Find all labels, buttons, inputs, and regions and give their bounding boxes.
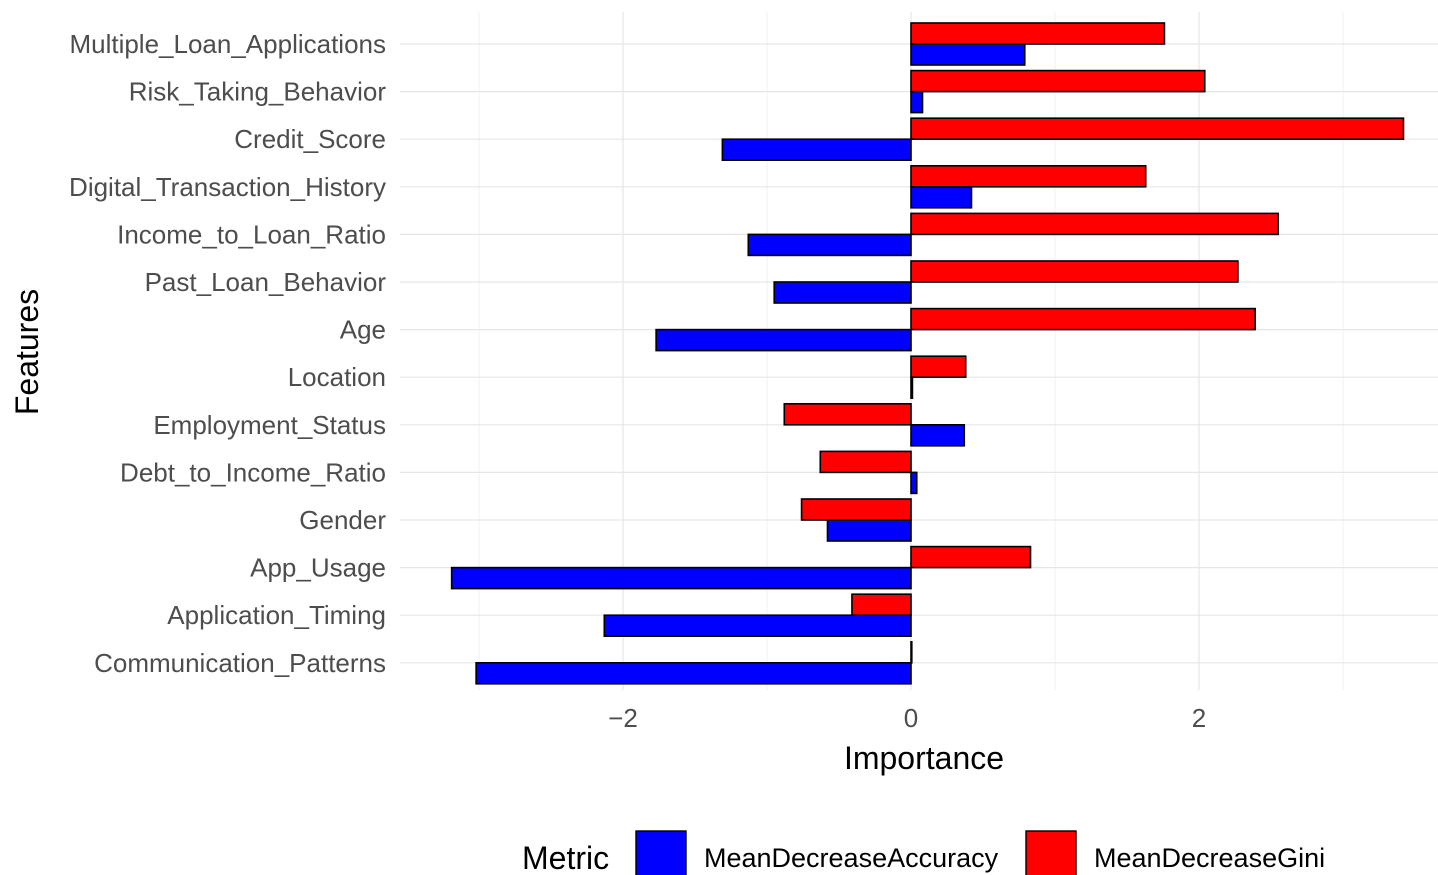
bar-MeanDecreaseGini-Risk_Taking_Behavior	[910, 69, 1206, 93]
bar-MeanDecreaseAccuracy-Multiple_Loan_Applications	[910, 43, 1026, 66]
x-axis-title: Importance	[844, 740, 1004, 776]
y-tick-label: Age	[340, 315, 386, 345]
bar-MeanDecreaseAccuracy-Communication_Patterns	[475, 661, 912, 685]
bar-MeanDecreaseGini-Multiple_Loan_Applications	[910, 22, 1166, 45]
y-tick-label: Location	[288, 362, 386, 392]
legend-label-MeanDecreaseAccuracy: MeanDecreaseAccuracy	[704, 843, 999, 873]
x-tick-label: 0	[904, 703, 918, 733]
bar-MeanDecreaseAccuracy-Employment_Status	[910, 423, 966, 447]
bar-MeanDecreaseGini-App_Usage	[910, 545, 1032, 569]
y-tick-label: Application_Timing	[167, 600, 386, 630]
bar-MeanDecreaseGini-Communication_Patterns	[910, 640, 913, 664]
y-tick-label: Debt_to_Income_Ratio	[120, 457, 386, 487]
bar-MeanDecreaseGini-Digital_Transaction_History	[910, 165, 1147, 188]
y-tick-label: Gender	[299, 505, 386, 535]
y-tick-labels: Multiple_Loan_Applications Risk_Taking_Be…	[69, 29, 386, 678]
bar-MeanDecreaseGini-Debt_to_Income_Ratio	[819, 450, 912, 474]
legend-label-MeanDecreaseGini: MeanDecreaseGini	[1094, 843, 1325, 873]
bar-MeanDecreaseAccuracy-Debt_to_Income_Ratio	[910, 471, 918, 495]
bar-MeanDecreaseGini-Employment_Status	[783, 402, 912, 426]
bar-MeanDecreaseAccuracy-Application_Timing	[603, 614, 912, 638]
legend: Metric MeanDecreaseAccuracy MeanDecreaseG…	[522, 830, 1325, 875]
bar-MeanDecreaseAccuracy-App_Usage	[450, 566, 912, 590]
bar-MeanDecreaseGini-Past_Loan_Behavior	[910, 260, 1239, 283]
bar-MeanDecreaseGini-Income_to_Loan_Ratio	[910, 212, 1280, 236]
bar-MeanDecreaseAccuracy-Credit_Score	[721, 138, 912, 161]
bar-MeanDecreaseAccuracy-Income_to_Loan_Ratio	[747, 233, 912, 257]
y-tick-label: Past_Loan_Behavior	[145, 267, 387, 297]
y-tick-label: Communication_Patterns	[94, 648, 386, 678]
y-tick-label: Risk_Taking_Behavior	[129, 77, 387, 107]
legend-title: Metric	[522, 840, 609, 875]
y-tick-label: Income_to_Loan_Ratio	[117, 219, 386, 249]
bar-MeanDecreaseGini-Age	[910, 307, 1256, 331]
bar-MeanDecreaseAccuracy-Age	[655, 328, 912, 352]
y-tick-label: Credit_Score	[234, 124, 386, 154]
x-tick-label: −2	[608, 703, 638, 733]
x-tick-labels: −2 0 2	[608, 703, 1206, 733]
y-tick-label: App_Usage	[250, 553, 386, 583]
bar-MeanDecreaseAccuracy-Past_Loan_Behavior	[773, 281, 912, 304]
y-tick-label: Digital_Transaction_History	[69, 172, 386, 202]
bar-MeanDecreaseGini-Location	[910, 355, 967, 379]
bars	[450, 22, 1405, 685]
legend-key-MeanDecreaseAccuracy	[635, 830, 687, 875]
bar-MeanDecreaseAccuracy-Digital_Transaction_History	[910, 186, 973, 209]
legend-key-MeanDecreaseGini	[1025, 830, 1077, 875]
x-tick-label: 2	[1192, 703, 1206, 733]
bar-MeanDecreaseAccuracy-Location	[910, 376, 914, 400]
bar-MeanDecreaseAccuracy-Risk_Taking_Behavior	[910, 90, 924, 114]
bar-MeanDecreaseAccuracy-Gender	[826, 519, 912, 542]
y-axis-title: Features	[9, 289, 45, 415]
bar-MeanDecreaseGini-Credit_Score	[910, 117, 1405, 140]
bar-MeanDecreaseGini-Application_Timing	[851, 593, 912, 617]
y-tick-label: Employment_Status	[153, 410, 386, 440]
bar-MeanDecreaseGini-Gender	[800, 498, 912, 521]
y-tick-label: Multiple_Loan_Applications	[69, 29, 386, 59]
